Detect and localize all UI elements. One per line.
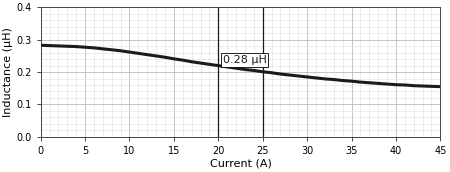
- Text: 0.28 μH: 0.28 μH: [223, 55, 266, 65]
- X-axis label: Current (A): Current (A): [210, 159, 271, 169]
- Y-axis label: Inductance (μH): Inductance (μH): [4, 27, 13, 117]
